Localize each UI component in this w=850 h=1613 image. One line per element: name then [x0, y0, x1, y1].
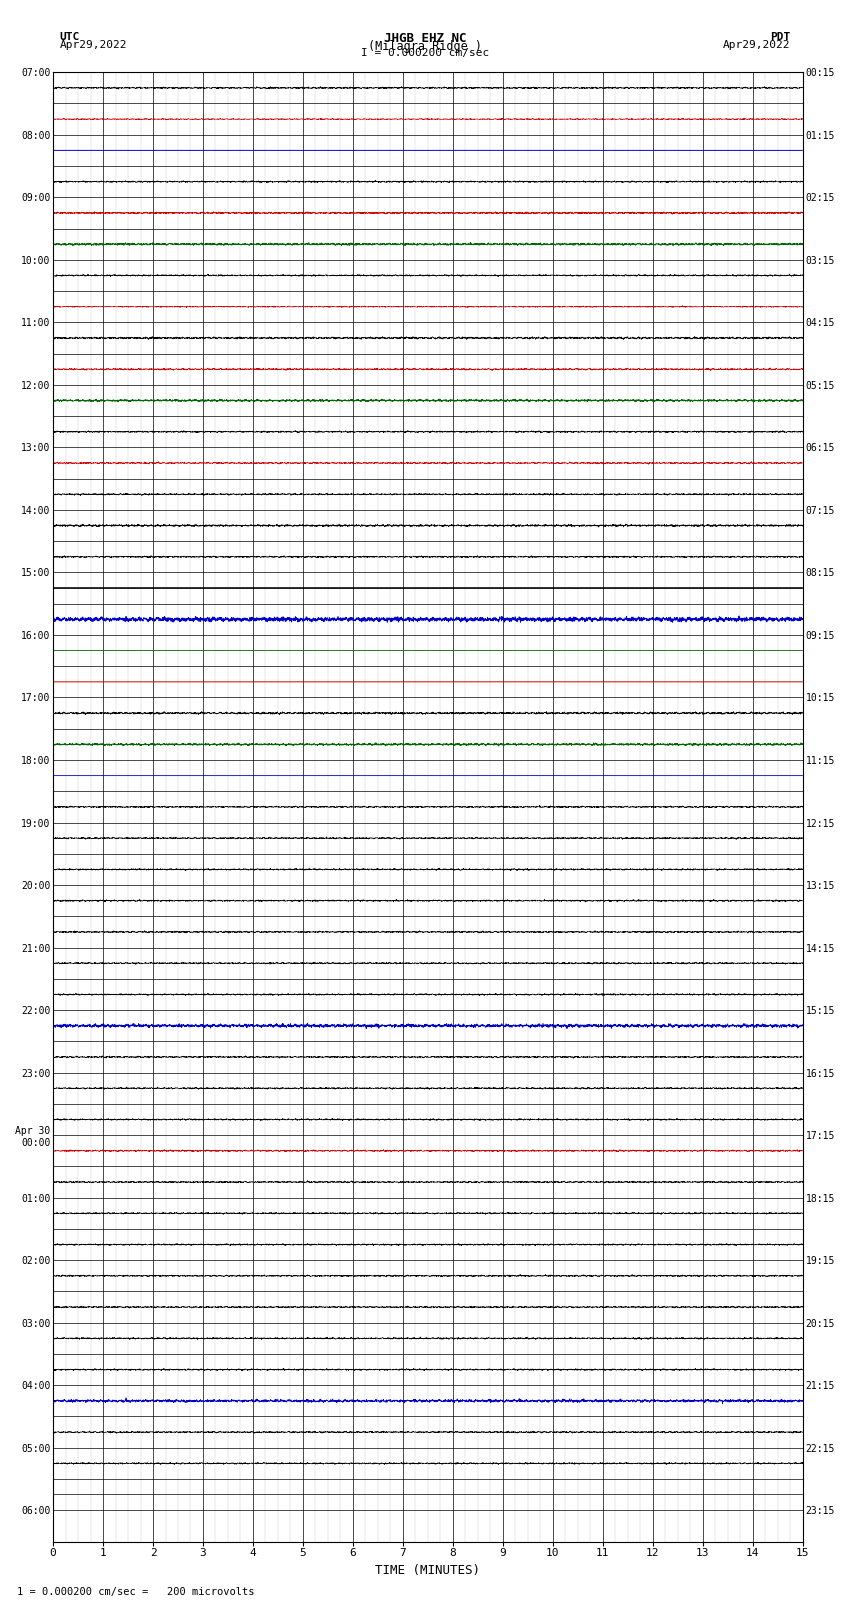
Text: PDT: PDT: [770, 32, 790, 42]
Text: UTC: UTC: [60, 32, 80, 42]
Text: Apr29,2022: Apr29,2022: [60, 40, 127, 50]
Text: I = 0.000200 cm/sec: I = 0.000200 cm/sec: [361, 48, 489, 58]
Text: Apr29,2022: Apr29,2022: [723, 40, 791, 50]
X-axis label: TIME (MINUTES): TIME (MINUTES): [376, 1565, 480, 1578]
Text: (Milagra Ridge ): (Milagra Ridge ): [368, 40, 482, 53]
Text: 1 = 0.000200 cm/sec =   200 microvolts: 1 = 0.000200 cm/sec = 200 microvolts: [17, 1587, 254, 1597]
Text: JHGB EHZ NC: JHGB EHZ NC: [383, 32, 467, 45]
